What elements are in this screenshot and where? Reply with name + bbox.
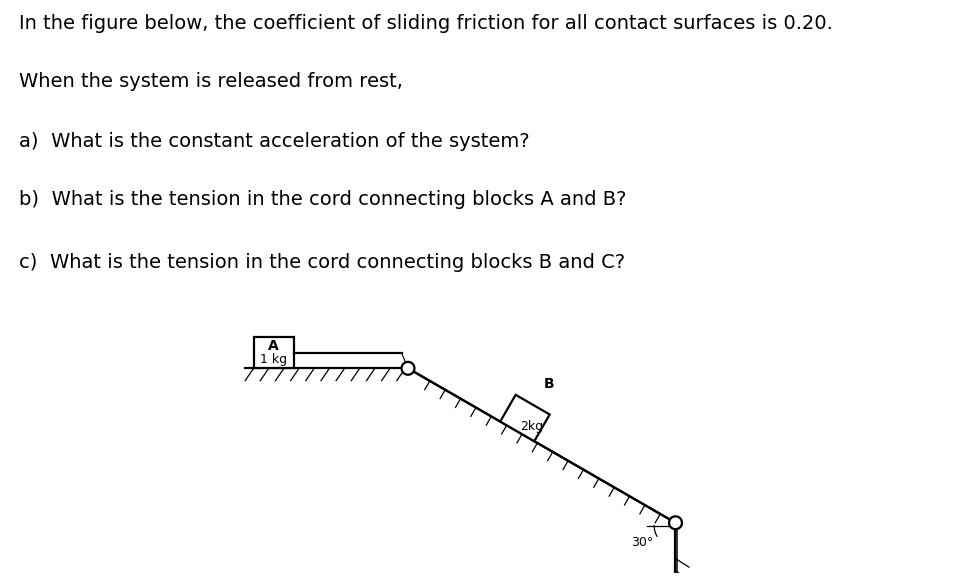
Circle shape — [668, 517, 682, 529]
Text: b)  What is the tension in the cord connecting blocks A and B?: b) What is the tension in the cord conne… — [20, 190, 626, 209]
Text: In the figure below, the coefficient of sliding friction for all contact surface: In the figure below, the coefficient of … — [20, 14, 832, 33]
Bar — [253, 338, 293, 369]
Circle shape — [401, 362, 414, 375]
Text: 30°: 30° — [630, 536, 652, 549]
Polygon shape — [500, 395, 549, 441]
Text: a)  What is the constant acceleration of the system?: a) What is the constant acceleration of … — [20, 132, 529, 152]
Text: A: A — [268, 339, 279, 353]
Text: When the system is released from rest,: When the system is released from rest, — [20, 72, 403, 91]
Text: 1 kg: 1 kg — [260, 353, 287, 366]
Text: c)  What is the tension in the cord connecting blocks B and C?: c) What is the tension in the cord conne… — [20, 253, 625, 272]
Text: B: B — [544, 377, 555, 391]
Text: 2kg: 2kg — [519, 420, 543, 433]
